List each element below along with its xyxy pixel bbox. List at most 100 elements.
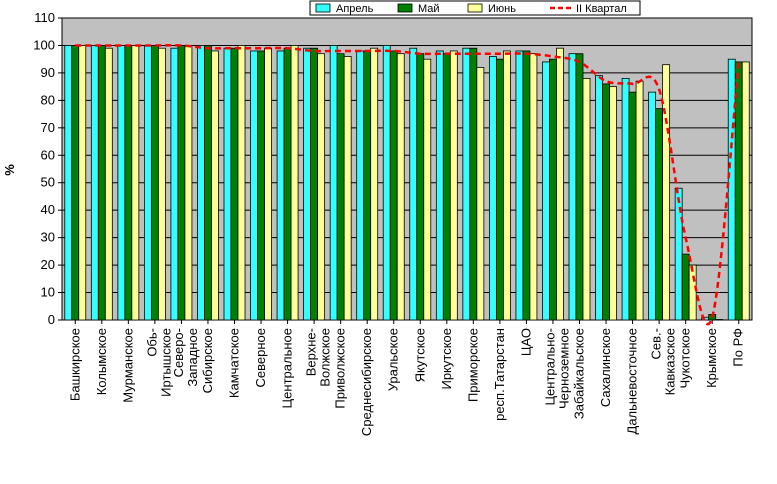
bar-Май (655, 108, 664, 321)
bar-Июнь (635, 80, 644, 321)
y-tick-label: 0 (48, 312, 55, 327)
y-tick-label: 100 (33, 37, 55, 52)
bar-Апрель (648, 91, 657, 321)
bar-Июнь (396, 53, 405, 321)
bar-Май (310, 47, 319, 321)
y-tick-label: 110 (34, 10, 55, 25)
bar-Июнь (264, 47, 272, 321)
bar-Июнь (423, 58, 432, 321)
legend-label: Май (418, 3, 440, 15)
bar-Июнь (104, 47, 113, 321)
bar-Май (124, 45, 133, 321)
bar-Апрель (727, 58, 736, 321)
y-tick-label: 50 (41, 175, 55, 190)
bar-Апрель (515, 50, 524, 321)
bar-Июнь (556, 47, 564, 321)
x-tick-label: Центральное (280, 328, 295, 408)
y-axis: 0 10 20 30 40 50 60 70 80 90 100 110 (33, 10, 62, 327)
x-tick-label: Приморское (465, 328, 480, 402)
bar-Июнь (211, 50, 219, 321)
bar-Май (469, 47, 478, 321)
bar-Апрель (197, 45, 205, 321)
bar-Май (575, 53, 584, 321)
bar-Апрель (488, 56, 497, 321)
bar-Май (257, 50, 265, 321)
x-tick-label: Башкирское (67, 328, 82, 401)
bar-Апрель (595, 75, 603, 321)
y-axis-title: % (2, 164, 17, 176)
x-tick-label: Якутское (412, 328, 427, 382)
legend-label: Апрель (336, 3, 374, 15)
bar-Апрель (462, 47, 471, 321)
bar-Май (283, 47, 292, 321)
bar-Апрель (117, 45, 126, 321)
bar-Апрель (329, 45, 338, 321)
bar-Апрель (170, 47, 179, 321)
y-tick-label: 70 (41, 120, 55, 135)
x-tick-label: Уральское (386, 328, 401, 391)
x-tick-label: Центрально-Черноземное (543, 328, 572, 409)
y-tick-label: 80 (41, 92, 55, 107)
bar-Июнь (184, 45, 193, 321)
bar-Апрель (542, 61, 550, 321)
bar-Апрель (303, 47, 312, 321)
bar-Май (495, 58, 504, 321)
bar-Июнь (131, 45, 140, 321)
x-tick-label: Верхне-Волжское (304, 328, 333, 387)
legend-label: II Квартал (576, 3, 627, 15)
bar-Июнь (741, 61, 750, 321)
bar-Июнь (317, 53, 326, 321)
bar-Май (416, 53, 425, 321)
x-tick-label: Камчатское (227, 328, 242, 398)
bar-Май (681, 253, 690, 321)
bar-Апрель (568, 53, 577, 321)
legend-swatch (397, 3, 413, 13)
x-tick-label: Крымское (704, 328, 719, 388)
bar-Май (363, 50, 372, 321)
bar-Июнь (529, 53, 538, 321)
x-tick-label: По РФ (731, 328, 746, 367)
legend-label: Июнь (488, 3, 516, 15)
bar-Май (389, 50, 398, 321)
bar-Июнь (237, 45, 246, 321)
y-tick-label: 20 (41, 257, 55, 272)
bar-Апрель (64, 45, 73, 321)
bar-Июнь (157, 47, 166, 321)
bar-Май (230, 47, 239, 321)
bar-Июнь (715, 319, 724, 321)
bar-Апрель (90, 45, 99, 321)
bars (64, 45, 750, 321)
legend-swatch (315, 3, 331, 13)
x-tick-label: ЦАО (518, 328, 533, 356)
x-tick-label: Среднесибирское (359, 328, 374, 436)
x-tick-label: Обь-Иртышское (144, 328, 173, 397)
bar-Май (602, 83, 610, 321)
bar-Июнь (662, 64, 671, 321)
line-series (75, 44, 740, 326)
line-II Квартал (75, 44, 740, 326)
x-tick-label: Северо-Западное (171, 328, 200, 387)
bar-Май (442, 53, 451, 321)
x-tick-label: Чукотское (678, 328, 693, 389)
bar-Июнь (449, 50, 458, 321)
bar-Май (628, 91, 637, 321)
bar-Июнь (78, 45, 87, 321)
x-tick-label: Дальневосточное (625, 328, 640, 434)
x-tick-label: Северное (253, 328, 268, 387)
x-tick-label: Сибирское (200, 328, 215, 393)
x-tick-label: Иркутское (439, 328, 454, 390)
bar-Май (204, 45, 212, 321)
x-tick-label: Колымское (94, 328, 109, 395)
bar-Июнь (370, 47, 379, 321)
bar-Июнь (502, 50, 511, 321)
bar-Июнь (476, 67, 485, 321)
bar-Июнь (609, 86, 617, 321)
bar-Апрель (621, 78, 630, 321)
bar-Май (71, 45, 80, 321)
legend: Апрель Май Июнь II Квартал (309, 0, 641, 16)
bar-Июнь (582, 78, 591, 321)
bar-Июнь (343, 56, 352, 321)
bar-Июнь (290, 45, 299, 321)
bar-Май (150, 45, 159, 321)
